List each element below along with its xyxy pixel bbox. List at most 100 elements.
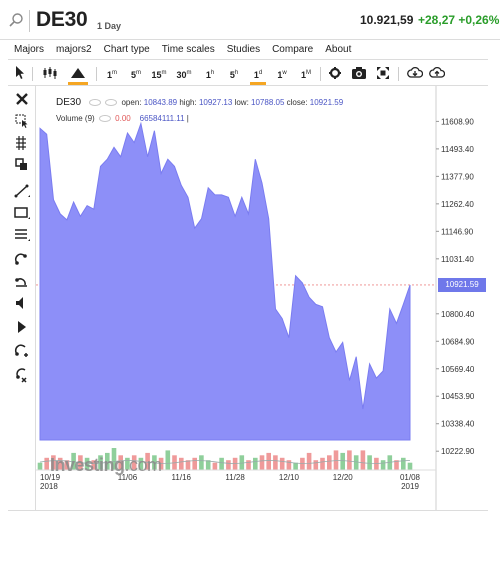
close-icon <box>16 93 28 105</box>
timeframe-unit: h <box>210 70 215 76</box>
legend-high-value: 10927.13 <box>198 98 233 107</box>
volume-bar <box>51 455 56 470</box>
volume-cursor-mark: | <box>186 114 189 123</box>
horizontal-lines-tool[interactable] <box>13 226 31 244</box>
speaker-tool[interactable] <box>13 294 31 312</box>
x-tick-label: 12/10 <box>279 473 300 482</box>
header-divider <box>29 10 30 32</box>
volume-bar <box>179 457 184 470</box>
menu-item-about[interactable]: About <box>325 44 352 55</box>
timeframe-1m[interactable]: 1m <box>102 64 122 82</box>
timeframe-5h[interactable]: 5h <box>224 64 244 82</box>
download-button[interactable] <box>406 64 424 82</box>
volume-bar <box>111 448 117 470</box>
menu-item-chart-type[interactable]: Chart type <box>103 44 150 55</box>
measure-icon <box>14 344 28 357</box>
menu-item-majors2[interactable]: majors2 <box>56 44 92 55</box>
timeframe-1h[interactable]: 1h <box>200 64 220 82</box>
timeframe-unit: m <box>136 70 141 76</box>
cloud-upload-icon <box>429 66 446 78</box>
volume-bar <box>353 455 359 470</box>
volume-bar <box>199 455 204 470</box>
volume-value-1: 0.00 <box>115 114 131 123</box>
volume-value-2: 66584111.11 <box>139 114 185 123</box>
legend-low-label: low: <box>234 98 249 107</box>
rectangle-icon <box>14 207 30 219</box>
drawing-tools-panel <box>8 86 36 510</box>
volume-bar <box>273 455 278 470</box>
volume-bar <box>367 455 372 470</box>
timeframe-unit: d <box>258 70 263 76</box>
timeframe-1d[interactable]: 1d <box>248 64 268 85</box>
volume-bar <box>279 457 285 470</box>
volume-eye-icon[interactable] <box>98 115 111 123</box>
grid-snap-icon <box>16 136 26 150</box>
volume-bar <box>118 455 123 470</box>
y-tick-label: 11608.90 <box>441 117 474 126</box>
eye-off-icon[interactable] <box>105 99 118 107</box>
volume-bar <box>360 450 366 470</box>
pitchfork-tool[interactable] <box>13 250 31 268</box>
menu-item-time-scales[interactable]: Time scales <box>161 44 215 55</box>
volume-bar <box>44 457 49 470</box>
upload-button[interactable] <box>428 64 446 82</box>
current-price-tag: 10921.59 <box>438 277 486 292</box>
fullscreen-button[interactable] <box>374 64 392 82</box>
clone-tool-button[interactable] <box>13 156 31 174</box>
timeframe-1w[interactable]: 1w <box>272 64 292 82</box>
timeframe-label: 30 <box>176 70 187 80</box>
arrow-marker-tool[interactable] <box>13 318 31 336</box>
timeframe-1M[interactable]: 1M <box>296 64 316 82</box>
search-icon[interactable] <box>8 12 24 28</box>
magnet-tool-button[interactable] <box>13 134 31 152</box>
volume-bar <box>253 457 258 470</box>
y-tick-label: 10222.90 <box>441 447 475 456</box>
remove-drawings-button[interactable] <box>13 90 31 108</box>
volume-bar <box>84 457 90 470</box>
x-tick-label: 10/19 <box>40 473 61 482</box>
ohlc-legend: DE30 open: 10843.89 high: 10927.13 low: … <box>56 97 343 108</box>
volume-bar <box>320 457 325 470</box>
screenshot-button[interactable] <box>350 64 368 82</box>
volume-bar <box>266 452 271 470</box>
volume-bar <box>138 457 144 470</box>
arc-tool[interactable] <box>13 272 31 290</box>
measure-tool[interactable] <box>13 342 31 360</box>
timeframe-5m[interactable]: 5m <box>126 64 146 82</box>
trend-line-tool[interactable] <box>13 182 31 200</box>
volume-bar <box>125 457 130 470</box>
y-tick-label: 10684.90 <box>441 337 475 346</box>
menu-item-studies[interactable]: Studies <box>226 44 261 55</box>
legend-close-label: close: <box>286 98 308 107</box>
x-tick-label: 11/06 <box>118 473 138 482</box>
y-tick-label: 11377.90 <box>441 172 474 181</box>
menu-item-majors[interactable]: Majors <box>14 44 45 55</box>
timeframe-unit: M <box>306 70 311 76</box>
timeframe-unit: w <box>282 70 287 76</box>
volume-bar <box>259 455 265 470</box>
eye-icon[interactable] <box>89 99 102 107</box>
menu-item-compare[interactable]: Compare <box>272 44 314 55</box>
header: DE30 1 Day 10.921,59 +28,27 +0,26% <box>0 0 500 40</box>
volume-bar <box>64 460 70 470</box>
timeframe-30m[interactable]: 30m <box>174 64 194 82</box>
select-tool-button[interactable] <box>13 112 31 130</box>
area-chart-icon <box>71 68 85 78</box>
candles-style-button[interactable] <box>40 64 62 82</box>
price-chart[interactable]: 11608.90 11493.40 11377.90 11262.40 11146.90… <box>36 86 488 510</box>
y-tick-label: 11146.90 <box>441 227 474 236</box>
timeframe-15m[interactable]: 15m <box>149 64 169 82</box>
volume-bar <box>185 460 191 470</box>
volume-bar <box>380 460 386 470</box>
crosshair-cursor-button[interactable] <box>12 64 28 82</box>
area-style-button[interactable] <box>66 64 90 85</box>
rectangle-tool[interactable] <box>13 204 31 222</box>
volume-bar <box>145 452 150 470</box>
chart-area[interactable]: 11608.90 11493.40 11377.90 11262.40 11146.90… <box>36 86 488 510</box>
candlestick-icon <box>43 67 57 79</box>
settings-button[interactable] <box>326 64 344 82</box>
timeframe-label: 1 <box>300 70 306 80</box>
speaker-icon <box>16 297 23 309</box>
anchor-tool[interactable] <box>13 366 31 384</box>
cursor-arrow-icon <box>16 66 24 79</box>
